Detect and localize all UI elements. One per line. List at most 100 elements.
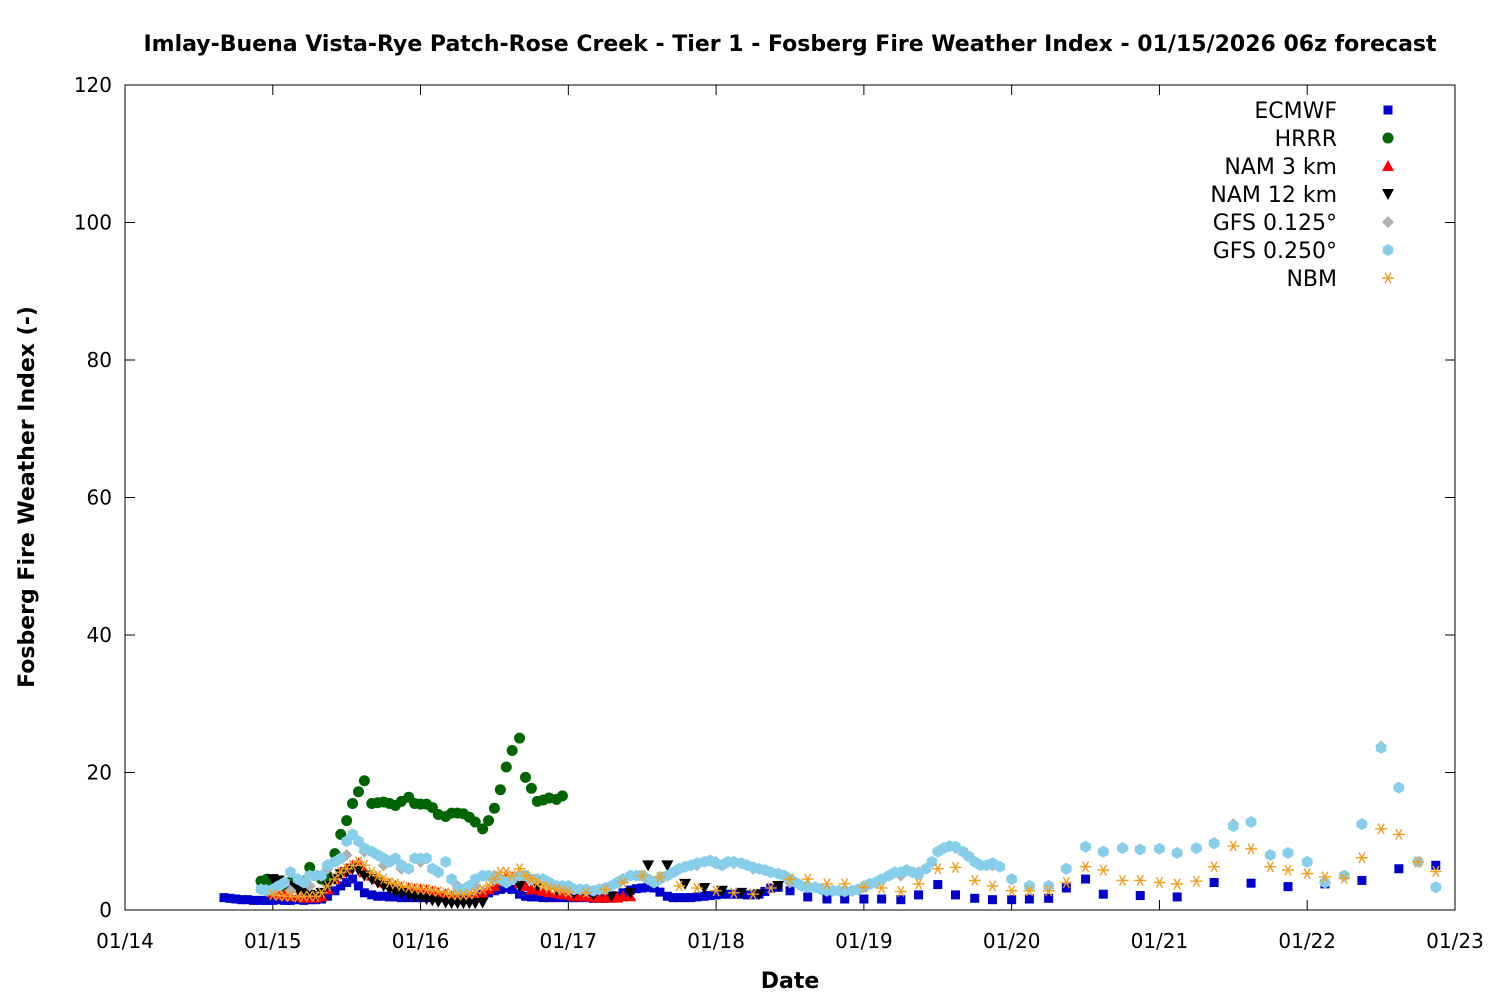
data-point (949, 861, 962, 873)
data-point (385, 892, 395, 902)
data-point (636, 870, 649, 882)
data-point (476, 897, 489, 909)
data-point (951, 890, 961, 900)
data-point (482, 880, 495, 892)
data-point (469, 898, 482, 910)
x-tick-label: 01/21 (1131, 929, 1189, 953)
data-point (1117, 842, 1128, 855)
data-point (219, 893, 229, 903)
data-point (1209, 878, 1219, 887)
data-point (661, 860, 674, 872)
data-point (680, 893, 690, 903)
data-point (403, 862, 414, 875)
data-point (1282, 864, 1295, 876)
x-tick-label: 01/20 (983, 929, 1041, 953)
data-point (784, 873, 796, 885)
data-point (1116, 874, 1129, 887)
data-point (710, 885, 723, 897)
data-point (803, 892, 813, 902)
data-point (994, 860, 1005, 873)
data-point (321, 880, 334, 892)
data-point (692, 892, 702, 902)
legend-label: ECMWF (1254, 99, 1337, 124)
data-point (440, 855, 451, 868)
data-point (698, 883, 711, 894)
data-point (1044, 893, 1054, 903)
data-point (353, 881, 363, 891)
y-tick-label: 120 (74, 73, 112, 97)
legend-label: GFS 0.125° (1213, 211, 1337, 236)
y-axis-label: Fosberg Fire Weather Index (-) (15, 306, 40, 688)
data-point (970, 893, 980, 903)
data-point (838, 878, 851, 890)
data-point (328, 873, 341, 885)
data-point (477, 823, 489, 835)
data-point (1394, 864, 1404, 874)
data-point (315, 887, 328, 899)
data-point (1431, 860, 1441, 870)
x-tick-label: 01/19 (835, 929, 893, 953)
data-point (1355, 852, 1368, 864)
data-point (348, 874, 358, 884)
data-point (513, 880, 526, 892)
data-point (520, 891, 530, 901)
data-point (580, 887, 593, 899)
data-point (262, 895, 272, 905)
data-point (519, 771, 531, 783)
data-point (1007, 895, 1017, 905)
data-point (1245, 816, 1257, 828)
data-point (1245, 843, 1258, 855)
data-point (1318, 871, 1331, 883)
data-point (896, 895, 906, 905)
data-point (279, 876, 290, 889)
data-point (1098, 845, 1109, 858)
x-tick-label: 01/15 (244, 929, 302, 953)
data-point (987, 895, 997, 905)
legend-marker (1382, 189, 1394, 200)
chart-title: Imlay-Buena Vista-Rye Patch-Rose Creek -… (143, 32, 1437, 57)
data-point (483, 815, 495, 827)
legend-marker (1382, 160, 1394, 171)
data-point (1098, 889, 1108, 899)
data-point (1135, 891, 1145, 901)
data-point (1375, 741, 1387, 754)
data-point (494, 784, 506, 796)
series-nbm (266, 823, 1442, 903)
data-point (507, 884, 517, 894)
legend-label: GFS 0.250° (1213, 239, 1337, 264)
data-point (859, 894, 869, 904)
legend-marker (1382, 216, 1394, 228)
data-point (617, 876, 630, 889)
data-point (280, 895, 290, 905)
data-point (1097, 864, 1110, 876)
data-point (931, 863, 944, 875)
data-point (631, 884, 641, 894)
data-point (673, 880, 686, 892)
data-point (556, 885, 569, 897)
data-point (476, 886, 489, 898)
data-point (1134, 874, 1147, 887)
data-point (249, 895, 259, 905)
data-point (699, 891, 709, 901)
data-point (421, 852, 432, 865)
x-tick-label: 01/18 (687, 929, 745, 953)
data-point (335, 828, 347, 840)
data-point (668, 893, 678, 903)
data-point (335, 852, 346, 865)
data-point (1228, 820, 1239, 833)
data-point (785, 886, 795, 896)
data-point (538, 893, 548, 903)
data-point (1061, 862, 1072, 875)
data-point (1357, 875, 1367, 885)
data-point (543, 882, 556, 894)
data-point (373, 891, 383, 901)
data-point (1006, 873, 1017, 886)
data-point (643, 882, 653, 892)
data-point (433, 866, 444, 879)
data-point (1282, 846, 1294, 859)
data-point (341, 815, 353, 827)
data-point (408, 882, 421, 894)
data-point (526, 892, 536, 902)
y-tick-label: 60 (87, 486, 112, 510)
